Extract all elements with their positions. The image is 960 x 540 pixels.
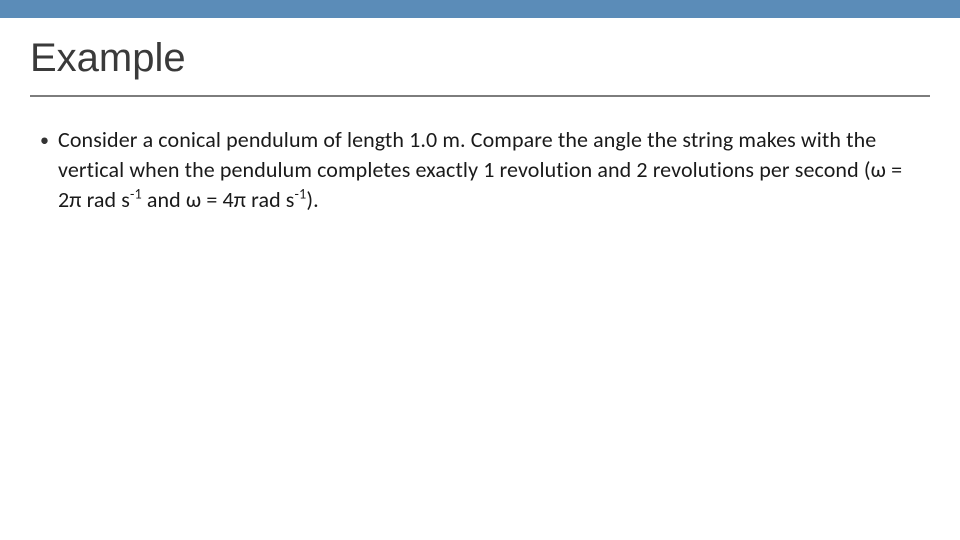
title-container: Example (0, 18, 960, 89)
body-container: • Consider a conical pendulum of length … (0, 97, 960, 215)
slide-top-bar (0, 0, 960, 18)
bullet-icon: • (40, 125, 48, 155)
slide-title: Example (30, 36, 930, 81)
body-text: Consider a conical pendulum of length 1.… (58, 125, 920, 215)
bullet-item: • Consider a conical pendulum of length … (40, 125, 920, 215)
